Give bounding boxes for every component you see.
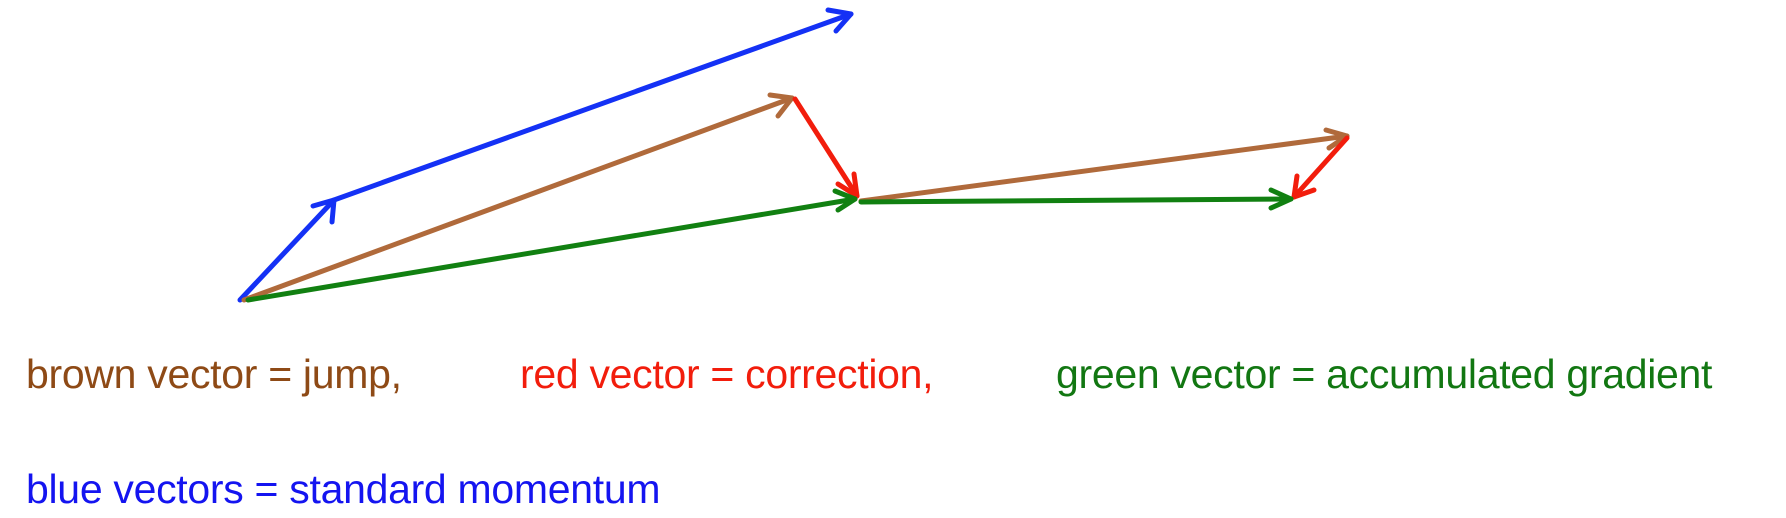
green-vector-accumulated-1	[248, 191, 855, 300]
blue-vector-legend: blue vectors = standard momentum	[26, 465, 660, 513]
red-vector-correction-1	[795, 99, 857, 196]
brown-vector-jump-1	[244, 95, 792, 300]
brown-vector-legend: brown vector = jump,	[26, 350, 402, 398]
red-vector-legend: red vector = correction,	[520, 350, 933, 398]
red-vector-correction-2	[1294, 138, 1347, 197]
green-vector-legend: green vector = accumulated gradient	[1056, 350, 1712, 398]
